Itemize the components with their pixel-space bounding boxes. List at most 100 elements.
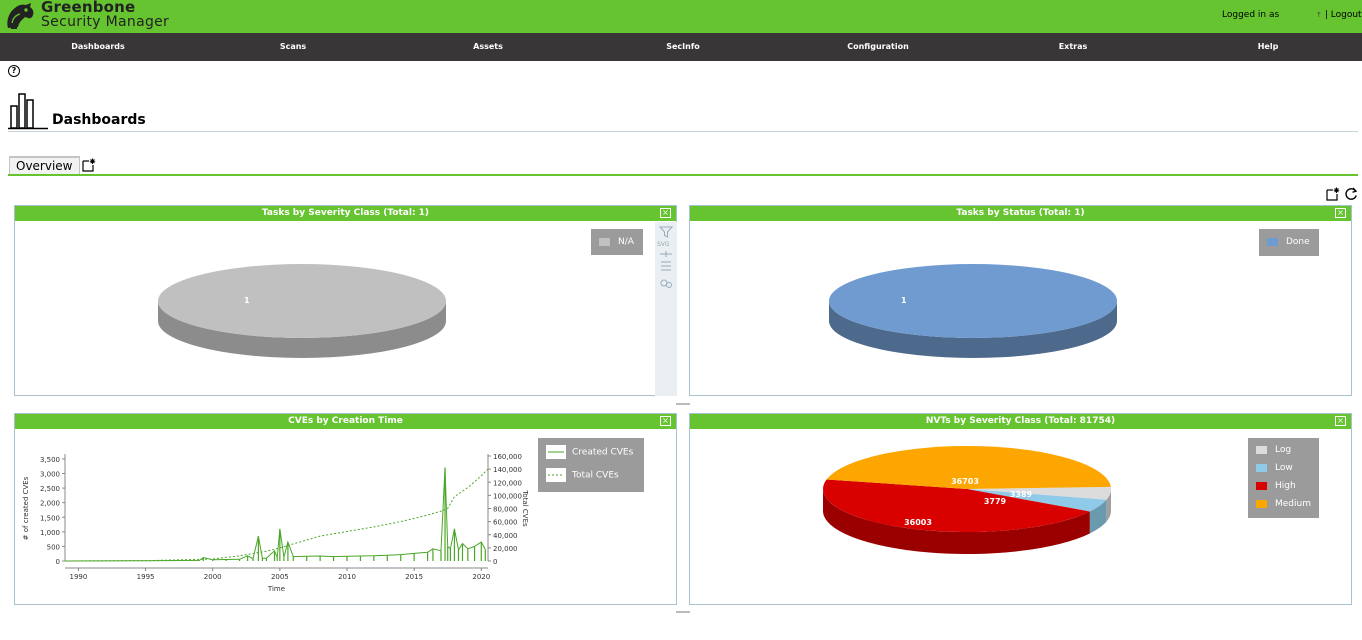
y-tick-label: 1,500 (40, 514, 60, 522)
main-nav: Dashboards Scans Assets SecInfo Configur… (0, 33, 1362, 61)
y2-tick-label: 160,000 (493, 453, 522, 461)
x-tick-label: 2020 (472, 573, 490, 581)
pie-slice-side (829, 301, 1117, 358)
y2-tick-label: 80,000 (493, 506, 518, 514)
panel-title: CVEs by Creation Time (15, 414, 676, 429)
legend-item-created-cves: Created CVEs (546, 445, 633, 459)
legend-swatch (1267, 237, 1278, 246)
pie-slice-done[interactable] (829, 264, 1117, 338)
logged-in-label: Logged in as (1222, 10, 1280, 20)
app-header: Greenbone Security Manager Logged in as … (0, 0, 1362, 33)
panel-cves: CVEs by Creation Time × 0 500 1,000 1,500 2,… (14, 413, 677, 605)
legend-item-total-cves: Total CVEs (546, 468, 619, 482)
legend-swatch (1256, 499, 1267, 508)
legend-item-na: N/A (599, 237, 634, 247)
user-settings-icon[interactable]: ↑ (1316, 11, 1322, 19)
x-tick-label: 2010 (338, 573, 356, 581)
tab-bar-underline (8, 174, 1358, 176)
y-tick-label: 0 (56, 558, 60, 566)
nav-item-scans[interactable]: Scans (279, 42, 307, 51)
series-line-created-cves (64, 467, 486, 562)
y2-axis-title: Total CVEs (521, 489, 529, 527)
reload-icon[interactable] (1344, 187, 1358, 201)
pie-slice-side (158, 301, 446, 358)
pie-slice-label-medium: 36703 (951, 477, 979, 486)
legend-swatch (1256, 481, 1267, 490)
svg-download-icon[interactable]: SVG (657, 241, 670, 248)
legend-swatch (599, 237, 610, 246)
logout-link[interactable]: | Logout (1324, 10, 1362, 20)
series-line-total-cves (64, 468, 489, 562)
chart-legend: Log Low High Medium (1248, 438, 1319, 518)
y2-tick-label: 140,000 (493, 466, 522, 474)
close-icon[interactable]: × (1335, 416, 1346, 426)
y-tick-label: 3,500 (40, 456, 60, 464)
legend-label: Low (1275, 463, 1293, 473)
legend-item-done: Done (1267, 237, 1310, 247)
x-tick-label: 2015 (405, 573, 423, 581)
pie-slice-side-low (1089, 499, 1107, 534)
row-resize-handle[interactable] (676, 611, 690, 613)
logout-area: ↑ | Logout (1316, 10, 1362, 20)
pie-slice-side-high (823, 489, 1090, 554)
nav-item-extras[interactable]: Extras (1058, 42, 1088, 51)
new-dashboard-icon[interactable] (82, 158, 96, 172)
x-tick-label: 1990 (70, 573, 88, 581)
panel-title: NVTs by Severity Class (Total: 81754) (690, 414, 1351, 429)
nav-item-assets[interactable]: Assets (473, 42, 503, 51)
pie-slice-log[interactable] (967, 486, 1111, 500)
nav-item-configuration[interactable]: Configuration (847, 42, 909, 51)
legend-item-low: Low (1256, 463, 1293, 473)
pie-slice-label-high: 36003 (904, 518, 932, 527)
close-icon[interactable]: × (1335, 208, 1346, 218)
panel-title: Tasks by Status (Total: 1) (690, 206, 1351, 221)
legend-label: N/A (618, 237, 634, 247)
add-display-icon[interactable] (1326, 187, 1340, 201)
dashboard-icon (8, 93, 48, 130)
panel-title: Tasks by Severity Class (Total: 1) (15, 206, 676, 221)
pie-slice-label-log: 3389 (1010, 490, 1033, 499)
y2-tick-label: 20,000 (493, 545, 518, 553)
legend-label: Total CVEs (572, 470, 619, 481)
legend-swatch (1256, 445, 1267, 454)
legend-swatch (1256, 463, 1267, 472)
pie-slice-high[interactable] (823, 479, 1090, 532)
y-axis-title: # of created CVEs (22, 476, 30, 540)
chart-legend: N/A (591, 229, 643, 255)
page-title: Dashboards (52, 112, 146, 128)
brand-name: Greenbone (41, 0, 136, 16)
help-icon[interactable]: ? (8, 65, 20, 77)
close-icon[interactable]: × (660, 208, 671, 218)
panel-tasks-severity: Tasks by Severity Class (Total: 1) × 1 N… (14, 205, 677, 396)
nav-item-secinfo[interactable]: SecInfo (666, 42, 700, 51)
y2-tick-label: 60,000 (493, 519, 518, 527)
legend-label: High (1275, 481, 1296, 491)
pie-slice-low[interactable] (967, 489, 1107, 512)
legend-item-high: High (1256, 481, 1296, 491)
pie-slice-medium[interactable] (826, 446, 1111, 489)
settings-icon[interactable] (658, 276, 674, 290)
pie-slice-na[interactable] (158, 264, 446, 338)
nav-item-dashboards[interactable]: Dashboards (71, 42, 125, 51)
x-tick-label: 2000 (204, 573, 222, 581)
x-tick-label: 2005 (271, 573, 289, 581)
pie-chart-tasks-severity: 1 (158, 264, 446, 358)
greenbone-logo-icon (7, 3, 34, 29)
y2-tick-label: 0 (493, 558, 497, 566)
chart-toolbar: SVG (655, 222, 677, 396)
panel-tasks-status: Tasks by Status (Total: 1) × 1 Done (689, 205, 1352, 396)
pie-slice-label: 1 (901, 296, 907, 305)
x-tick-label: 1995 (137, 573, 155, 581)
filter-icon[interactable] (658, 225, 674, 239)
close-icon[interactable]: × (660, 416, 671, 426)
list-icon[interactable] (658, 259, 674, 273)
y-tick-label: 500 (47, 543, 60, 551)
legend-label: Done (1286, 237, 1310, 247)
title-divider (8, 131, 1358, 132)
tab-overview[interactable]: Overview (9, 156, 80, 175)
download-arrow-icon[interactable] (658, 247, 674, 261)
legend-label: Log (1275, 445, 1292, 455)
nav-item-help[interactable]: Help (1257, 42, 1279, 51)
row-resize-handle[interactable] (676, 403, 690, 405)
